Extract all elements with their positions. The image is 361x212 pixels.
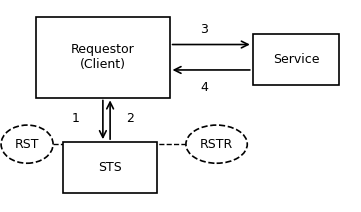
Text: 2: 2 [126,112,134,125]
Text: STS: STS [98,161,122,174]
Text: 3: 3 [200,23,208,36]
Text: 4: 4 [200,81,208,93]
Text: 1: 1 [72,112,80,125]
Ellipse shape [186,125,247,163]
Bar [63,142,157,193]
Bar [36,17,170,98]
Text: RST: RST [15,138,39,151]
Text: RSTR: RSTR [200,138,233,151]
Bar [253,34,339,85]
Text: Service: Service [273,53,319,66]
Text: Requestor
(Client): Requestor (Client) [71,43,135,71]
Ellipse shape [1,125,53,163]
